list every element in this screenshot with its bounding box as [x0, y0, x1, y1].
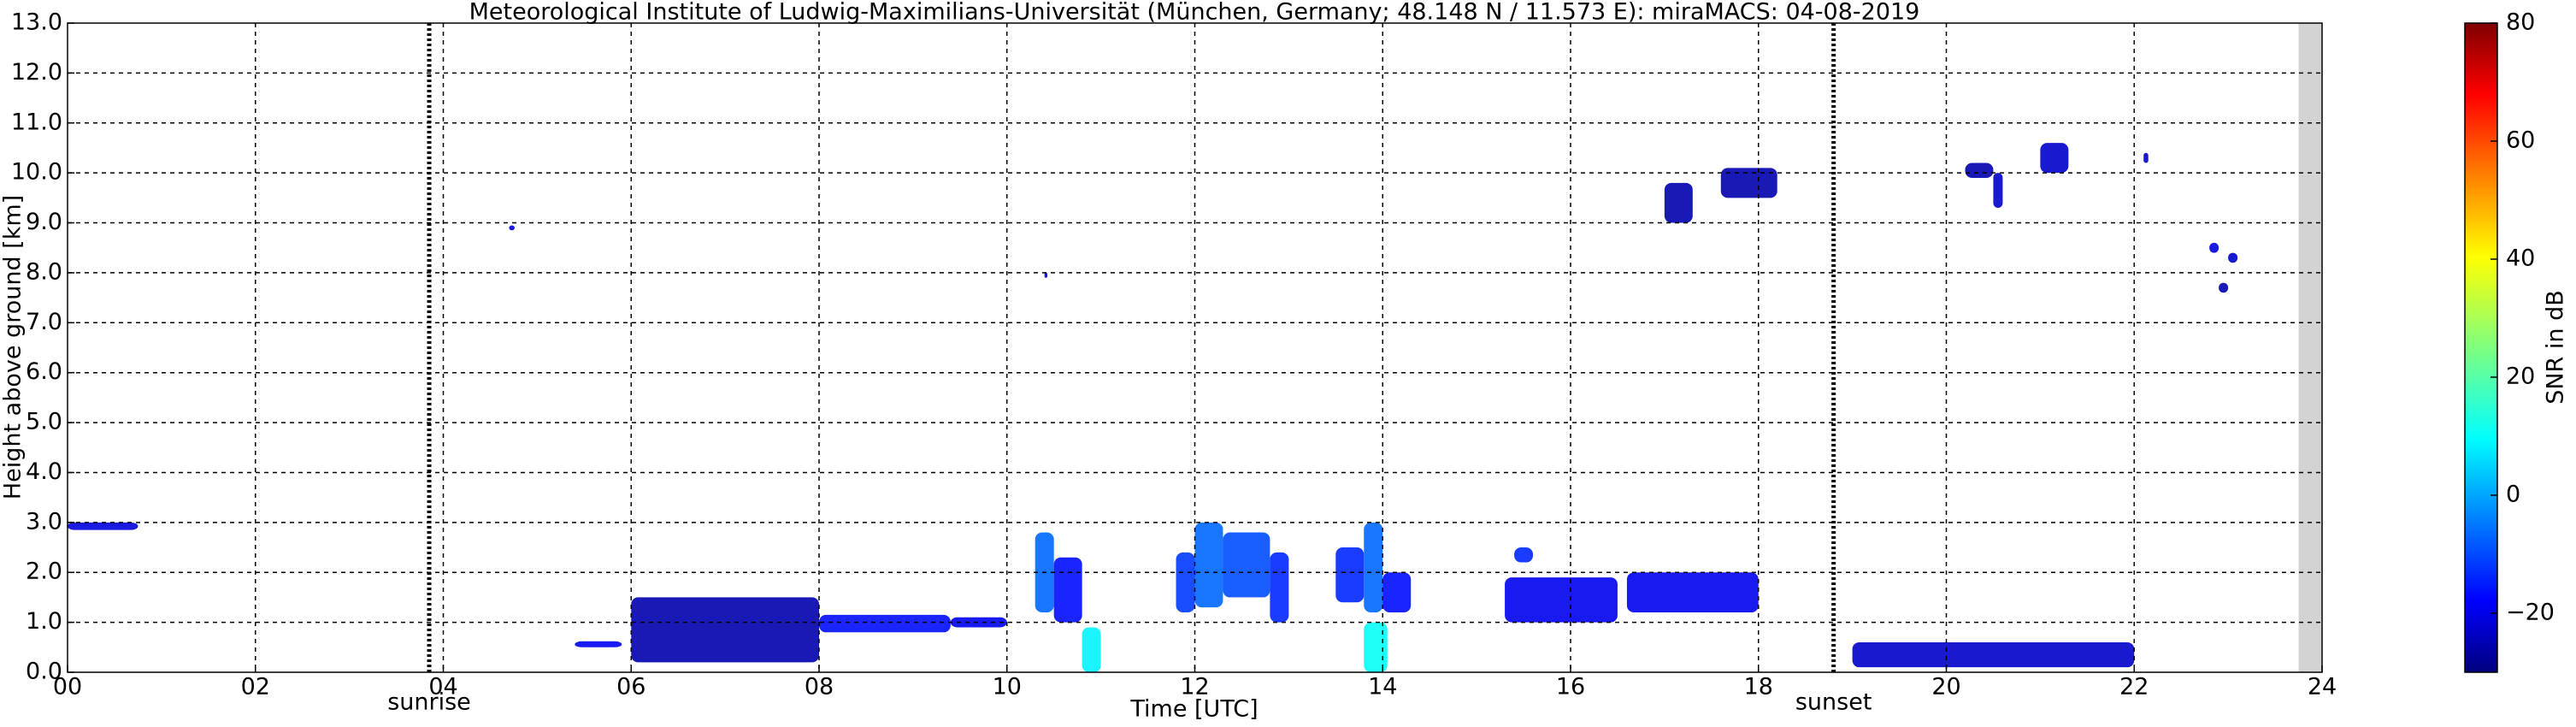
echo: [2209, 242, 2219, 253]
y-tick-label: 13.0: [11, 9, 62, 36]
echo: [1993, 173, 2003, 209]
y-tick-label: 3.0: [26, 508, 62, 535]
echo: [2228, 252, 2238, 263]
echo: [1664, 182, 1693, 223]
x-tick-label: 04: [428, 674, 457, 700]
colorbar-label: SNR in dB: [2543, 290, 2569, 405]
x-tick-label: 10: [993, 674, 1022, 700]
y-tick-label: 1.0: [26, 608, 62, 635]
event-label: sunset: [1795, 689, 1872, 716]
event-label: sunrise: [387, 689, 471, 716]
echo: [1044, 272, 1047, 278]
colorbar-tick-label: 20: [2506, 364, 2535, 390]
echo: [1382, 572, 1412, 612]
colorbar: [2464, 22, 2498, 673]
echo: [1505, 577, 1618, 623]
x-tick-label: 00: [53, 674, 82, 700]
echo: [1364, 622, 1388, 672]
echo: [1082, 627, 1101, 672]
echo: [1270, 552, 1289, 623]
x-tick-label: 22: [2119, 674, 2149, 700]
y-tick-label: 7.0: [26, 309, 62, 335]
x-tick-label: 02: [241, 674, 270, 700]
x-tick-label: 16: [1556, 674, 1585, 700]
echo: [1176, 552, 1195, 612]
colorbar-tick-label: −20: [2506, 600, 2555, 626]
echo: [950, 617, 1007, 628]
echo: [68, 522, 139, 530]
echo: [2143, 152, 2149, 163]
y-tick-label: 9.0: [26, 209, 62, 235]
x-tick-label: 14: [1368, 674, 1397, 700]
y-tick-label: 4.0: [26, 458, 62, 485]
y-tick-label: 12.0: [11, 59, 62, 86]
echo: [1626, 572, 1759, 612]
y-axis-label: Height above ground [km]: [0, 195, 27, 499]
y-tick-label: 11.0: [11, 109, 62, 135]
echo: [509, 225, 516, 231]
echo: [1223, 532, 1270, 598]
echo: [1053, 557, 1082, 623]
colorbar-tick-label: 60: [2506, 127, 2535, 154]
echo: [1335, 547, 1365, 603]
x-tick-label: 18: [1744, 674, 1773, 700]
echo: [1194, 522, 1223, 608]
y-tick-label: 2.0: [26, 559, 62, 585]
x-axis-label: Time [UTC]: [1129, 696, 1258, 723]
colorbar-tick-label: 80: [2506, 9, 2535, 36]
y-tick-label: 5.0: [26, 409, 62, 435]
echo: [631, 597, 819, 663]
echo: [1720, 168, 1777, 198]
y-tick-label: 8.0: [26, 258, 62, 285]
plot-frame: [67, 22, 2323, 673]
echo: [1364, 522, 1383, 612]
echo: [2040, 143, 2069, 174]
chart-title: Meteorological Institute of Ludwig-Maxim…: [469, 0, 1920, 26]
echo: [2219, 282, 2229, 293]
echo: [1852, 641, 2135, 668]
x-tick-label: 24: [2308, 674, 2337, 700]
y-tick-label: 6.0: [26, 358, 62, 385]
x-tick-label: 12: [1180, 674, 1209, 700]
x-tick-label: 06: [616, 674, 645, 700]
x-tick-label: 20: [1931, 674, 1960, 700]
x-tick-label: 08: [805, 674, 834, 700]
colorbar-tick-label: 40: [2506, 245, 2535, 272]
echo: [575, 641, 622, 647]
no-data-band: [2298, 23, 2322, 672]
y-tick-label: 0.0: [26, 659, 62, 685]
echo: [1514, 547, 1534, 563]
echo: [819, 614, 951, 633]
colorbar-tick-label: 0: [2506, 482, 2520, 508]
echo: [1965, 163, 1994, 178]
y-tick-label: 10.0: [11, 159, 62, 186]
